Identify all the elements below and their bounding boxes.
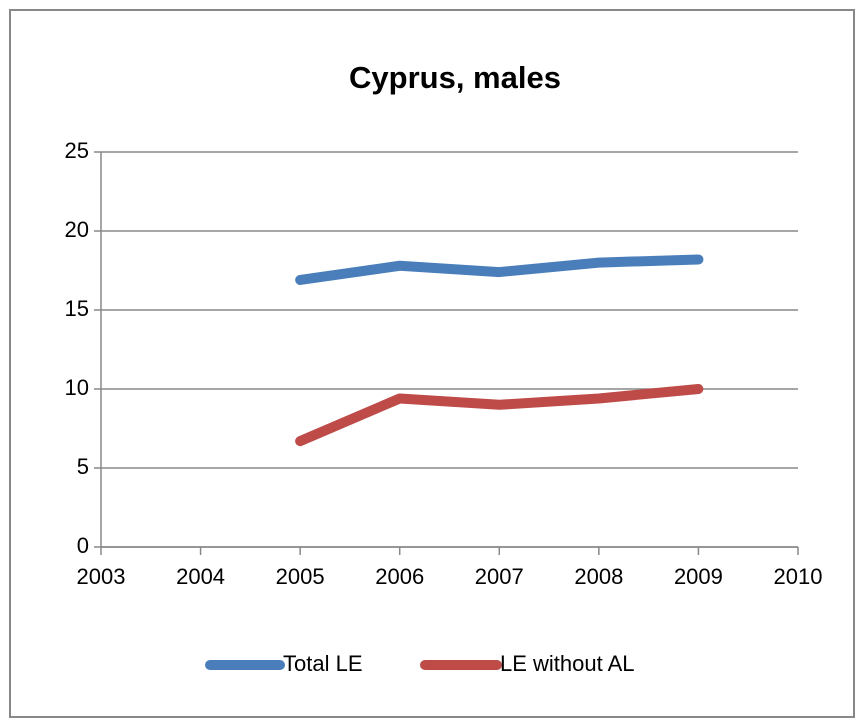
series-line xyxy=(295,254,704,285)
y-tick-label: 10 xyxy=(65,375,89,400)
x-tick-label: 2005 xyxy=(276,564,325,589)
y-tick-label: 25 xyxy=(65,138,89,163)
legend-label: Total LE xyxy=(283,651,363,676)
x-tick-label: 2010 xyxy=(774,564,823,589)
y-tick-label: 0 xyxy=(77,533,89,558)
series-line xyxy=(295,384,704,447)
x-tick-label: 2003 xyxy=(77,564,126,589)
y-tick-label: 20 xyxy=(65,217,89,242)
x-tick-label: 2009 xyxy=(674,564,723,589)
x-tick-label: 2008 xyxy=(574,564,623,589)
chart-title: Cyprus, males xyxy=(349,60,561,95)
x-tick-label: 2007 xyxy=(475,564,524,589)
y-tick-label: 15 xyxy=(65,296,89,321)
legend-label: LE without AL xyxy=(500,651,635,676)
y-tick-label: 5 xyxy=(77,454,89,479)
x-tick-label: 2006 xyxy=(375,564,424,589)
chart-frame xyxy=(9,9,855,718)
x-tick-label: 2004 xyxy=(176,564,225,589)
